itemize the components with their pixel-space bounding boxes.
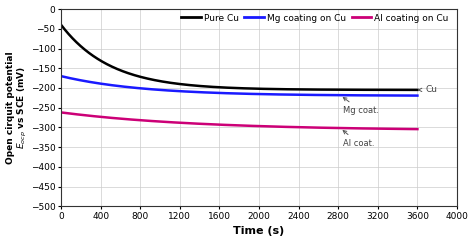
Pure Cu xyxy=(58,23,64,26)
Mg coating on Cu xyxy=(231,92,237,95)
Pure Cu xyxy=(339,88,345,91)
Mg coating on Cu xyxy=(76,79,82,82)
Al coating on Cu xyxy=(222,123,228,126)
Pure Cu xyxy=(76,43,82,46)
Y-axis label: Open cirquit potential
$E_{ocp}$ vs SCE (mV): Open cirquit potential $E_{ocp}$ vs SCE … xyxy=(6,51,29,164)
Pure Cu xyxy=(415,88,420,91)
Mg coating on Cu xyxy=(58,75,64,78)
Line: Pure Cu: Pure Cu xyxy=(61,25,418,90)
Line: Al coating on Cu: Al coating on Cu xyxy=(61,113,418,129)
Al coating on Cu xyxy=(58,111,64,114)
Al coating on Cu xyxy=(415,128,420,131)
Pure Cu xyxy=(404,88,410,91)
Text: Cu: Cu xyxy=(419,85,438,94)
Al coating on Cu xyxy=(339,127,345,129)
Al coating on Cu xyxy=(404,128,410,130)
Mg coating on Cu xyxy=(404,94,410,97)
Mg coating on Cu xyxy=(415,94,420,97)
Mg coating on Cu xyxy=(404,94,410,97)
Mg coating on Cu xyxy=(222,92,228,95)
Line: Mg coating on Cu: Mg coating on Cu xyxy=(61,76,418,96)
Text: Al coat.: Al coat. xyxy=(343,130,374,148)
Al coating on Cu xyxy=(231,124,237,127)
Mg coating on Cu xyxy=(339,94,345,97)
Pure Cu xyxy=(404,88,410,91)
Pure Cu xyxy=(231,87,237,90)
Text: Mg coat.: Mg coat. xyxy=(343,98,379,115)
Al coating on Cu xyxy=(76,113,82,116)
X-axis label: Time (s): Time (s) xyxy=(233,227,285,236)
Pure Cu xyxy=(222,86,228,89)
Legend: Pure Cu, Mg coating on Cu, Al coating on Cu: Pure Cu, Mg coating on Cu, Al coating on… xyxy=(182,14,448,23)
Al coating on Cu xyxy=(404,128,410,130)
